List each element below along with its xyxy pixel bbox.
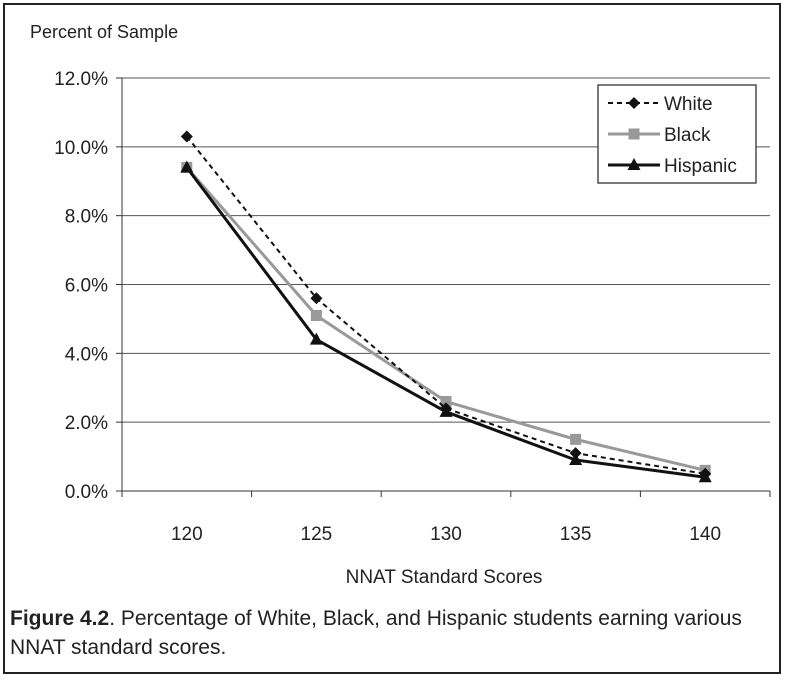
series-black (181, 161, 711, 476)
y-tick-labels: 0.0% 2.0% 4.0% 6.0% 8.0% 10.0% 12.0% (54, 69, 108, 503)
data-point (627, 158, 641, 170)
series-line (186, 135, 706, 475)
y-tick-label: 0.0% (65, 482, 108, 503)
y-tick-label: 10.0% (54, 138, 108, 159)
x-axis-title: NNAT Standard Scores (346, 567, 543, 588)
data-point (180, 160, 194, 173)
figure-label: Figure 4.2 (10, 607, 110, 630)
legend-label: White (664, 94, 713, 115)
x-tick-labels: 120 125 130 135 140 (171, 524, 721, 545)
data-point (569, 453, 583, 466)
series-line (185, 166, 706, 479)
data-series (180, 130, 712, 483)
y-tick-label: 4.0% (65, 344, 108, 365)
legend-label: Hispanic (664, 156, 737, 177)
legend-item-hispanic: Hispanic (608, 156, 737, 177)
data-point (440, 396, 452, 408)
data-point (310, 309, 322, 321)
series-line (185, 166, 706, 472)
y-tick-label: 8.0% (65, 207, 108, 228)
legend-label: Black (664, 125, 711, 146)
data-point (309, 332, 323, 345)
y-tick-label: 2.0% (65, 413, 108, 434)
legend: White Black Hispanic (597, 84, 757, 184)
figure-caption: Figure 4.2. Percentage of White, Black, … (10, 604, 780, 662)
gridlines (122, 77, 770, 423)
x-tick-label: 135 (560, 524, 592, 545)
data-point (570, 433, 582, 445)
series-hispanic (180, 160, 712, 483)
y-tick-label: 12.0% (54, 69, 108, 90)
y-axis-title: Percent of Sample (30, 22, 178, 42)
legend-item-black: Black (608, 125, 711, 146)
caption-text: . Percentage of White, Black, and Hispan… (10, 607, 742, 659)
data-point (628, 128, 640, 140)
x-tick-label: 140 (689, 524, 721, 545)
y-tick-label: 6.0% (65, 276, 108, 297)
data-point (698, 470, 712, 483)
x-tick-label: 130 (430, 524, 462, 545)
x-tick-label: 120 (171, 524, 203, 545)
data-point (439, 404, 453, 417)
data-point (310, 292, 323, 305)
x-tick-label: 125 (301, 524, 333, 545)
axes (116, 77, 771, 497)
data-point (180, 130, 193, 143)
data-point (628, 97, 640, 109)
line-chart: Percent of Sample NNAT Standard Scores 0… (30, 22, 771, 588)
legend-item-white: White (608, 94, 713, 115)
